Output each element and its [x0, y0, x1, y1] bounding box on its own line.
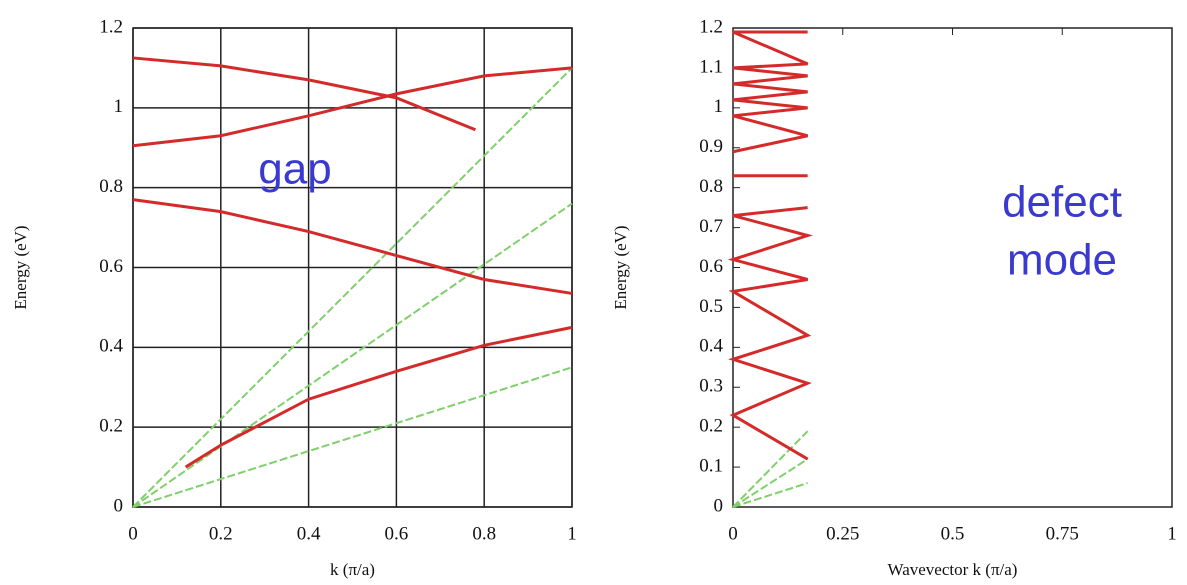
y-tick-label: 1.2: [699, 16, 723, 37]
y-tick-label: 1.2: [99, 16, 123, 37]
x-tick-label: 1: [567, 523, 577, 544]
y-tick-label: 1: [714, 96, 724, 117]
series-line: [132, 66, 573, 148]
y-tick-label: 0.6: [99, 256, 123, 277]
y-tick-label: 0.5: [699, 296, 723, 317]
x-axis-label: Wavevector k (π/a): [888, 560, 1018, 579]
y-tick-label: 0.4: [699, 336, 723, 357]
x-tick-label: 0.8: [472, 523, 496, 544]
series-line: [132, 202, 573, 508]
x-tick-label: 0.75: [1046, 523, 1079, 544]
y-tick-label: 0.8: [699, 176, 723, 197]
x-tick-label: 0.2: [209, 523, 233, 544]
y-tick-label: 0.4: [99, 336, 123, 357]
series-line: [732, 430, 809, 508]
y-tick-label: 0.3: [699, 376, 723, 397]
y-tick-label: 0: [714, 495, 724, 516]
y-tick-label: 1.1: [699, 56, 723, 77]
x-tick-label: 1: [1167, 523, 1177, 544]
y-tick-label: 0.9: [699, 136, 723, 157]
annotation: gap: [258, 145, 331, 194]
y-tick-label: 0.7: [699, 216, 723, 237]
chart: 0 0.2 0.4 0.6 0.8 1 1.2 0 0.2 0.4 0.6 0.8 1 k (π/a) En…: [11, 16, 577, 579]
x-tick-label: 0.25: [826, 523, 859, 544]
x-tick-label: 0.5: [941, 523, 965, 544]
series-line: [727, 30, 813, 461]
y-tick-label: 0.2: [99, 416, 123, 437]
series-line: [132, 67, 573, 508]
series-line: [732, 458, 809, 508]
y-tick-label: 0.8: [99, 176, 123, 197]
y-axis-label: Energy (eV): [611, 225, 630, 309]
x-tick-label: 0: [128, 523, 138, 544]
annotation: mode: [1007, 236, 1117, 285]
series-line: [132, 56, 476, 132]
y-tick-label: 0: [114, 495, 124, 516]
y-tick-label: 0.1: [699, 455, 723, 476]
x-axis-label: k (π/a): [330, 560, 375, 579]
series-line: [184, 325, 573, 469]
x-tick-label: 0.6: [385, 523, 409, 544]
x-tick-label: 0: [728, 523, 738, 544]
y-tick-label: 0.6: [699, 256, 723, 277]
y-tick-label: 1: [114, 96, 124, 117]
chart: 0 0.1 0.2 0.3 0.4 0.5 0.6 0.7 0.8 0.9 1 1.1 1.2 0 0.25…: [611, 16, 1177, 579]
y-tick-label: 0.2: [699, 416, 723, 437]
series-line: [732, 482, 808, 508]
y-axis-label: Energy (eV): [11, 225, 30, 309]
annotation: defect: [1002, 178, 1122, 227]
series-line: [132, 198, 573, 295]
x-tick-label: 0.4: [297, 523, 321, 544]
